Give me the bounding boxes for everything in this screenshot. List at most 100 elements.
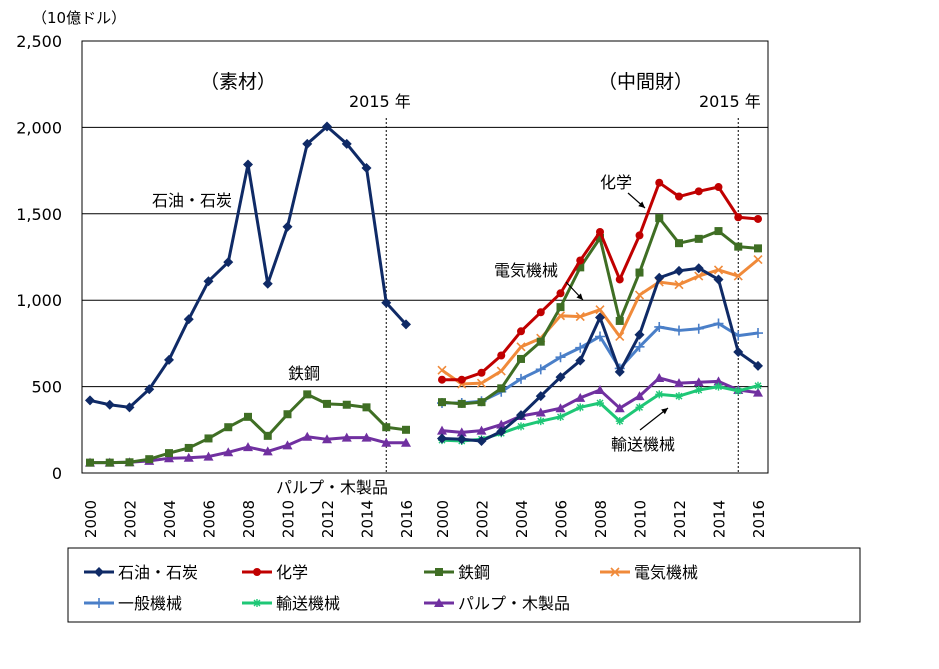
data-point (654, 321, 665, 332)
data-point (615, 417, 624, 426)
x-tick-label: 2000 (82, 500, 100, 538)
data-point (655, 390, 664, 399)
data-point (86, 458, 94, 467)
data-point (694, 386, 703, 395)
data-point (203, 451, 214, 461)
data-point (536, 308, 545, 317)
x-tick-label: 2002 (122, 500, 140, 538)
data-point (516, 342, 526, 352)
data-point (615, 331, 625, 342)
x-tick-label: 2004 (513, 500, 531, 538)
data-point (341, 432, 352, 442)
data-point (654, 372, 665, 382)
data-point (693, 323, 704, 334)
y-tick-label: 0 (52, 464, 62, 483)
legend-item: 一般機械 (84, 594, 182, 613)
x-tick-label: 2012 (671, 500, 689, 538)
x-tick-label: 2006 (553, 500, 571, 538)
data-point (322, 121, 332, 132)
y-tick-label: 1,500 (16, 205, 62, 224)
data-point (555, 403, 566, 413)
legend-marker (253, 568, 261, 576)
data-point (753, 360, 763, 371)
x-tick-label: 2016 (750, 500, 768, 538)
x-tick-label: 2014 (359, 500, 377, 538)
data-point (496, 366, 506, 376)
panel-title: （中間財） (598, 71, 693, 93)
data-point (693, 377, 704, 387)
legend-marker (434, 598, 444, 607)
data-point (457, 399, 466, 408)
data-point (85, 395, 95, 406)
data-point (476, 425, 487, 435)
x-tick-label: 2010 (280, 500, 298, 538)
legend-item: 石油・石炭 (84, 563, 198, 582)
year-marker-label: 2015 年 (699, 92, 761, 111)
data-point (713, 265, 724, 275)
y-tick-label: 500 (31, 378, 62, 397)
legend-marker (435, 568, 443, 576)
data-point (144, 384, 155, 395)
data-point (341, 138, 352, 149)
data-point (124, 402, 135, 413)
data-point (105, 458, 114, 467)
data-point (596, 399, 604, 408)
data-point (535, 364, 546, 375)
series-line (90, 392, 407, 465)
data-point (675, 239, 683, 248)
data-point (282, 221, 293, 232)
series-intermediate (437, 318, 763, 409)
y-tick-label: 2,500 (16, 32, 62, 51)
data-point (753, 387, 763, 397)
data-point (516, 410, 526, 421)
data-point (322, 434, 332, 444)
data-point (634, 341, 645, 352)
legend-marker (94, 598, 104, 608)
year-marker-label: 2015 年 (349, 92, 411, 111)
data-point (323, 399, 331, 408)
data-point (754, 214, 762, 223)
x-tick-label: 2016 (398, 500, 416, 538)
data-point (496, 426, 507, 437)
legend-label: 電気機械 (634, 563, 698, 582)
data-point (595, 312, 605, 323)
x-tick-label: 2004 (161, 500, 179, 538)
data-point (714, 183, 723, 192)
series-intermediate (437, 255, 763, 389)
data-point (476, 436, 487, 447)
data-point (145, 455, 154, 464)
data-point (596, 233, 604, 242)
x-tick-label: 2006 (201, 500, 219, 538)
data-point (655, 214, 664, 223)
data-point (263, 431, 272, 440)
annotation-label: 石油・石炭 (152, 191, 232, 210)
data-point (517, 327, 525, 336)
data-point (754, 381, 762, 390)
data-point (476, 378, 487, 388)
data-point (401, 437, 411, 447)
data-point (437, 425, 447, 435)
data-point (244, 412, 252, 421)
series-materials (85, 121, 411, 413)
data-point (655, 178, 664, 187)
data-point (634, 391, 645, 401)
legend-box (67, 547, 861, 623)
data-point (361, 432, 372, 442)
data-point (675, 392, 683, 401)
data-point (183, 452, 194, 462)
data-point (183, 314, 194, 325)
data-point (302, 138, 313, 149)
data-point (401, 319, 411, 330)
y-tick-label: 1,000 (16, 291, 62, 310)
data-point (517, 422, 525, 431)
data-point (754, 244, 762, 253)
data-point (694, 234, 703, 243)
data-point (165, 449, 173, 458)
data-point (243, 442, 253, 452)
data-point (576, 263, 585, 272)
annotation-arrow-head (638, 201, 645, 208)
data-point (714, 227, 723, 236)
series-line (442, 181, 759, 382)
